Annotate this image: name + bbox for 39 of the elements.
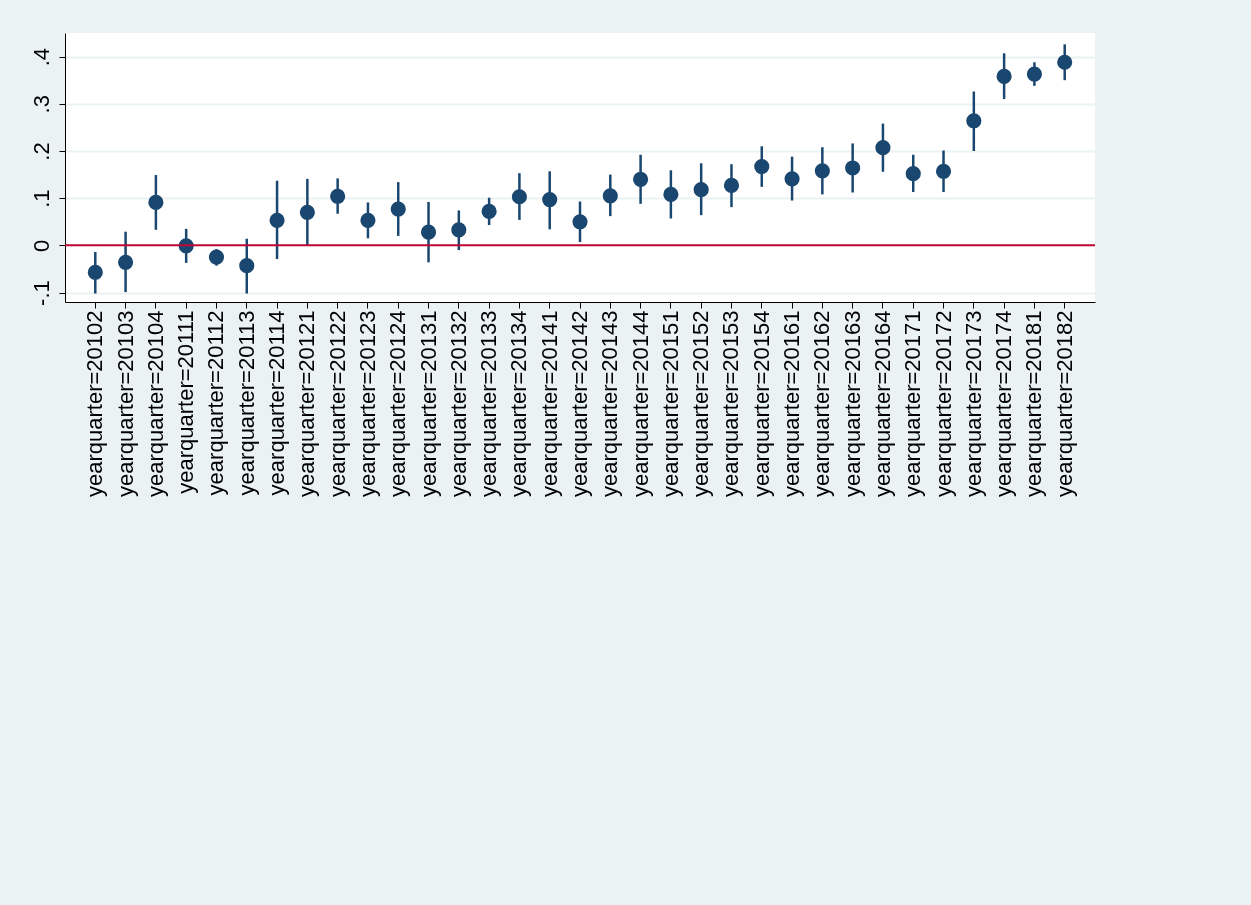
x-tick-label: yearquarter=20124 xyxy=(385,310,411,498)
x-tick-label: yearquarter=20151 xyxy=(657,310,683,498)
x-tick-label: yearquarter=20164 xyxy=(869,310,895,498)
x-tick-label: yearquarter=20171 xyxy=(900,310,926,498)
x-tick-label: yearquarter=20174 xyxy=(991,310,1017,498)
y-tick-label: 0 xyxy=(28,239,54,252)
y-tick-label: .1 xyxy=(28,189,54,208)
x-tick-label: yearquarter=20113 xyxy=(233,310,259,496)
x-tick-label: yearquarter=20154 xyxy=(748,310,774,498)
x-tick-label: yearquarter=20102 xyxy=(82,310,108,498)
x-tick-label: yearquarter=20112 xyxy=(203,310,229,496)
x-tick-label: yearquarter=20114 xyxy=(264,310,290,496)
x-tick-label: yearquarter=20121 xyxy=(294,310,320,498)
x-tick-label: yearquarter=20172 xyxy=(930,310,956,498)
x-tick-label: yearquarter=20133 xyxy=(476,310,502,498)
x-tick-label: yearquarter=20104 xyxy=(142,310,168,498)
x-tick-label: yearquarter=20122 xyxy=(324,310,350,498)
x-tick-label: yearquarter=20161 xyxy=(779,310,805,498)
x-tick-label: yearquarter=20103 xyxy=(112,310,138,498)
x-tick-label: yearquarter=20132 xyxy=(445,310,471,498)
x-tick-label: yearquarter=20162 xyxy=(809,310,835,498)
x-tick-label: yearquarter=20142 xyxy=(567,310,592,498)
y-tick-label: .4 xyxy=(28,47,54,67)
x-tick-label: yearquarter=20163 xyxy=(839,310,865,498)
y-tick-label: .2 xyxy=(28,142,54,161)
x-tick-label: yearquarter=20152 xyxy=(688,310,714,498)
x-tick-label: yearquarter=20131 xyxy=(415,310,441,498)
x-tick-label: yearquarter=20143 xyxy=(597,310,623,498)
y-tick-label: -.1 xyxy=(28,280,54,306)
x-tick-label: yearquarter=20181 xyxy=(1021,310,1047,498)
x-tick-label: yearquarter=20144 xyxy=(627,310,653,498)
x-tick-label: yearquarter=20182 xyxy=(1051,310,1077,498)
x-tick-label: yearquarter=20141 xyxy=(536,310,562,498)
x-tick-label: yearquarter=20111 xyxy=(173,310,199,494)
x-tick-label: yearquarter=20134 xyxy=(506,310,532,498)
y-tick-label: .3 xyxy=(28,95,54,114)
x-tick-label: yearquarter=20173 xyxy=(960,310,986,498)
x-tick-label: yearquarter=20123 xyxy=(354,310,380,498)
x-tick-label: yearquarter=20153 xyxy=(718,310,744,498)
